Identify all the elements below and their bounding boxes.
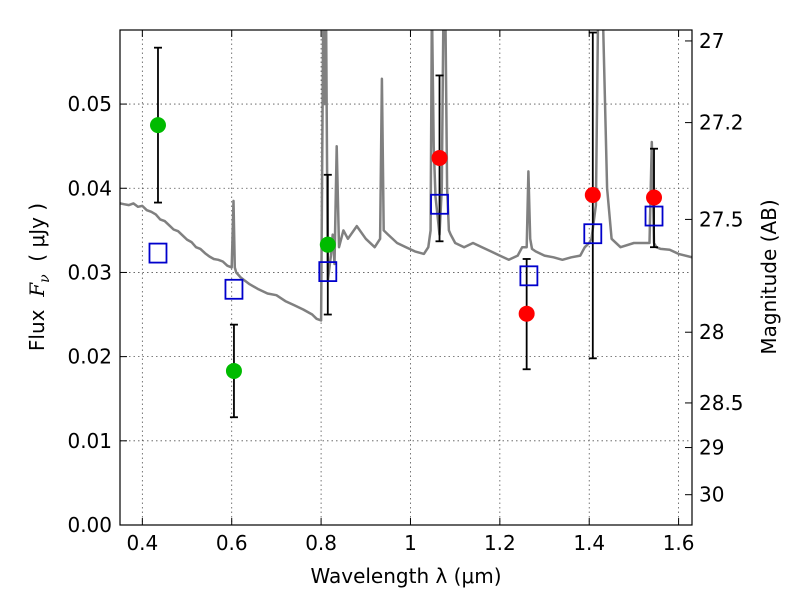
y2-tick-label: 27.5 (699, 207, 744, 231)
model-spectrum-layer (120, 30, 692, 322)
x-tick-label: 0.4 (126, 531, 158, 555)
y-tick-labels: 0.00 0.01 0.02 0.03 0.04 0.05 (67, 92, 112, 537)
y-axis-label-symbol: F (25, 282, 49, 298)
ticks-layer (120, 30, 692, 526)
model-photometry-layer (148, 193, 664, 300)
photometry-layer (149, 117, 663, 379)
plot-frame (119, 29, 693, 526)
x-tick-label: 1 (404, 531, 417, 555)
model-photometry-box (318, 261, 338, 283)
photometry-point-red (646, 189, 663, 206)
y-axis-label: Flux Fν ( μJy ) (25, 203, 53, 351)
photometry-point-red (431, 149, 448, 166)
y2-tick-label: 28 (699, 320, 724, 344)
y2-tick-label: 30 (699, 483, 724, 507)
y2-tick-label: 27 (699, 29, 724, 53)
photometry-point-red (584, 187, 601, 203)
model-photometry-box (519, 265, 539, 287)
photometry-point-green (149, 117, 166, 134)
x-tick-label: 1.2 (484, 531, 516, 555)
x-tick-label: 0.8 (305, 531, 337, 555)
y2-tick-label: 29 (699, 436, 724, 460)
y-tick-label: 0.03 (67, 260, 112, 284)
photometry-point-red (518, 305, 535, 322)
model-photometry-box (583, 223, 603, 245)
y-axis-label-suffix: ( μJy ) (25, 203, 49, 275)
x-tick-label: 0.6 (216, 531, 248, 555)
y-tick-label: 0.04 (67, 176, 112, 200)
y2-axis-label: Magnitude (AB) (757, 199, 781, 354)
model-photometry-box (224, 278, 244, 300)
model-photometry-box (644, 205, 664, 227)
y2-tick-label: 27.2 (699, 111, 744, 135)
y2-tick-labels: 27 27.2 27.5 28 28.5 29 30 (699, 29, 744, 507)
x-axis-label: Wavelength λ (μm) (310, 564, 501, 588)
y-tick-label: 0.01 (67, 429, 112, 453)
model-photometry-box (430, 193, 449, 215)
y-axis-label-subscript: ν (37, 274, 53, 283)
model-photometry-box (148, 242, 168, 264)
y-axis-label-prefix: Flux (25, 297, 49, 351)
y-tick-label: 0.02 (67, 345, 112, 369)
y-tick-label: 0.05 (67, 92, 112, 116)
model-spectrum-line (120, 30, 692, 322)
photometry-point-green (225, 362, 242, 379)
x-tick-labels: 0.4 0.6 0.8 1 1.2 1.4 1.6 (126, 531, 694, 555)
y-tick-label: 0.00 (67, 513, 112, 537)
photometry-point-green (319, 236, 336, 253)
y2-tick-label: 28.5 (699, 391, 744, 415)
x-tick-label: 1.4 (573, 531, 605, 555)
x-tick-label: 1.6 (663, 531, 695, 555)
